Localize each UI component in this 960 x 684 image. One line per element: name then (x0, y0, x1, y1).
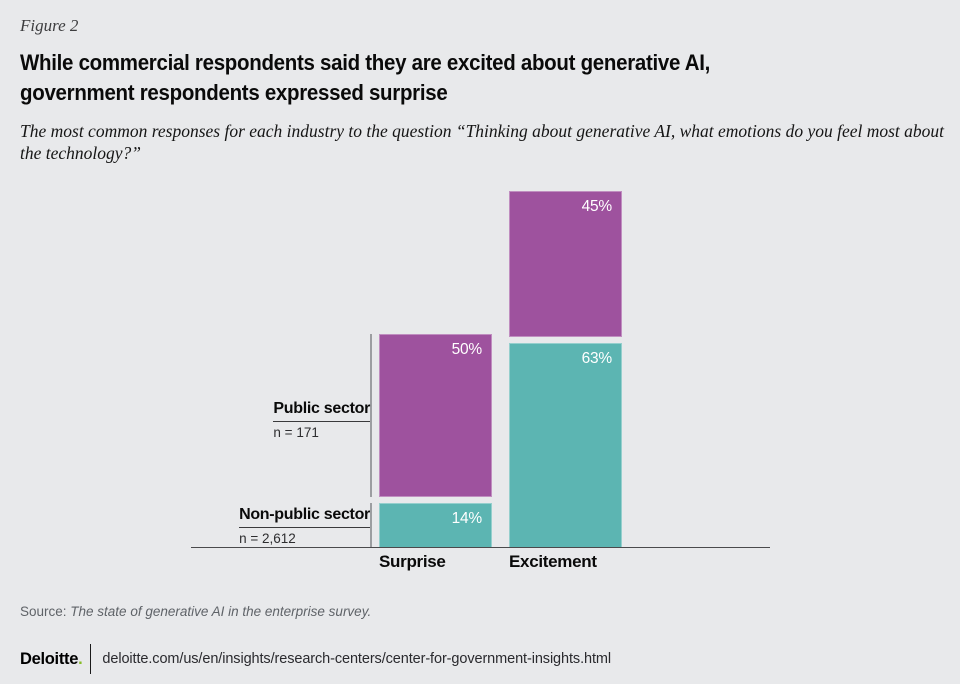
figure-title-line1: While commercial respondents said they a… (20, 50, 711, 75)
figure-title: While commercial respondents said they a… (20, 48, 710, 108)
figure-subtitle-line1: The most common responses for each indus… (20, 121, 900, 141)
bar-surprise-non-public-sector: 14% (379, 502, 492, 548)
figure-title-line2: government respondents expressed surpris… (20, 80, 448, 105)
figure-subtitle-line2: about the technology?” (20, 121, 945, 163)
bar-value-label: 63% (581, 350, 613, 368)
bar-value-label: 45% (581, 198, 613, 215)
bar-value-label: 50% (451, 341, 483, 358)
figure-subtitle: The most common responses for each indus… (20, 120, 945, 164)
bar-surprise-public-sector: 50% (379, 334, 492, 497)
leader-line-non-public-sector (370, 502, 372, 548)
x-axis-line (191, 547, 770, 548)
series-sample-size-non-public-sector: n = 2,612 (239, 531, 296, 546)
footer-url: deloitte.com/us/en/insights/research-cen… (102, 651, 611, 667)
footer-divider (90, 644, 92, 674)
series-name-non-public-sector: Non-public sector (239, 506, 370, 528)
category-label-surprise: Surprise (379, 552, 446, 571)
logo-text: Deloitte (20, 649, 79, 668)
bar-value-label: 14% (451, 509, 483, 527)
leader-line-public-sector (370, 334, 372, 497)
footer: Deloitte. deloitte.com/us/en/insights/re… (20, 644, 611, 674)
source-title: The state of generative AI in the enterp… (70, 604, 372, 619)
series-name-public-sector: Public sector (273, 400, 370, 422)
series-label-non-public-sector: Non-public sector n = 2,612 (239, 506, 370, 546)
figure-label: Figure 2 (20, 16, 79, 35)
source-line: Source: The state of generative AI in th… (20, 604, 371, 619)
deloitte-logo: Deloitte. (20, 649, 83, 669)
category-label-excitement: Excitement (509, 552, 597, 571)
series-label-public-sector: Public sector n = 171 (273, 400, 370, 440)
logo-green-dot: . (78, 649, 83, 668)
bar-excitement-public-sector: 45% (509, 191, 622, 338)
bar-excitement-non-public-sector: 63% (509, 343, 622, 548)
source-prefix: Source: (20, 604, 71, 619)
series-sample-size-public-sector: n = 171 (273, 425, 319, 440)
